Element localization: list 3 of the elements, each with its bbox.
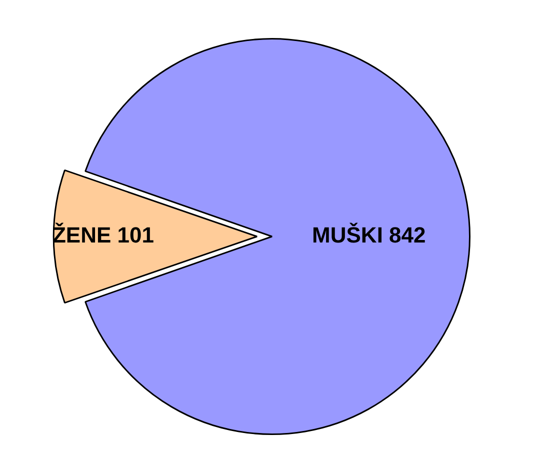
- data-label: 101: [117, 222, 154, 248]
- slice-label: MUŠKI: [312, 222, 383, 248]
- data-label: 842: [389, 222, 426, 248]
